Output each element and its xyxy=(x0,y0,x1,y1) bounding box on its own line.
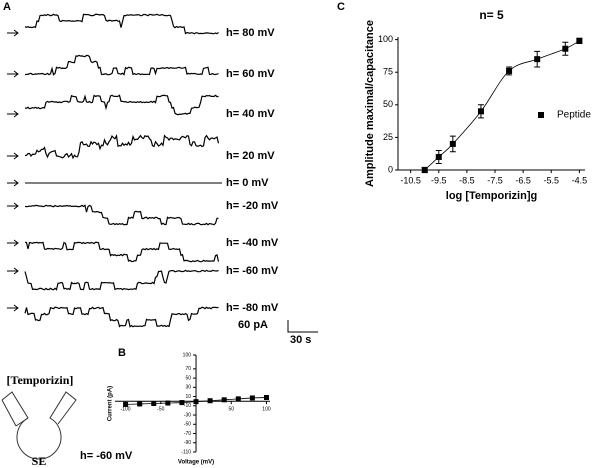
data-point xyxy=(421,167,428,173)
data-point xyxy=(165,400,171,406)
arrow xyxy=(7,267,19,275)
y-tick-label: 30 xyxy=(185,385,191,391)
data-point xyxy=(123,401,129,407)
y-tick-label: 75 xyxy=(383,67,393,77)
panel-label: B xyxy=(118,347,126,359)
y-tick-label: 50 xyxy=(383,99,393,109)
panel-label: C xyxy=(337,1,345,13)
data-point xyxy=(151,401,157,406)
y-tick-label: 0 xyxy=(388,164,393,174)
data-point xyxy=(576,37,583,44)
x-tick-label: -8.5 xyxy=(459,175,475,185)
x-axis-label: log [Temporizin]g xyxy=(446,190,537,202)
arrow xyxy=(7,29,19,37)
data-point xyxy=(263,394,269,400)
current-trace xyxy=(24,241,220,263)
trace-label: h= 40 mV xyxy=(226,108,275,120)
y-tick-label: -50 xyxy=(184,422,191,428)
current-trace xyxy=(24,204,219,226)
x-tick-label: -4.5 xyxy=(572,175,588,185)
data-point xyxy=(235,396,241,402)
trace-label: h= 0 mV xyxy=(226,177,269,189)
data-point xyxy=(221,397,227,403)
x-tick-label: 50 xyxy=(228,407,234,413)
data-point xyxy=(207,398,213,404)
trace-label: h= -40 mV xyxy=(226,237,279,249)
current-trace xyxy=(24,269,219,291)
data-point xyxy=(477,108,484,115)
scale-current: 60 pA xyxy=(238,319,268,331)
fit-line xyxy=(424,40,580,171)
panel-label: A xyxy=(3,1,11,13)
data-point xyxy=(249,395,255,401)
trace-label: h= 20 mV xyxy=(226,150,275,162)
legend-marker xyxy=(538,112,544,118)
data-point xyxy=(506,67,513,74)
trace-label: h= -20 mV xyxy=(226,200,279,212)
data-point xyxy=(193,399,199,405)
y-tick-label: -70 xyxy=(184,431,191,437)
y-tick-label: 100 xyxy=(378,34,393,44)
trace-label: h= -80 mV xyxy=(226,302,279,314)
x-tick-label: -50 xyxy=(157,407,164,413)
cell-outline xyxy=(1,399,29,427)
holding-label: h= -60 mV xyxy=(80,450,133,462)
chart-title: n= 5 xyxy=(479,8,504,22)
y-tick-label: 10 xyxy=(185,394,191,400)
arrow xyxy=(7,110,19,118)
data-point xyxy=(562,45,569,52)
trace-label: h= -60 mV xyxy=(226,265,279,277)
y-tick-label: -10 xyxy=(184,403,191,409)
data-point xyxy=(534,56,541,63)
schematic: [Temporizin] SE h= -60 mV xyxy=(1,373,133,468)
peptide-label: [Temporizin] xyxy=(7,373,74,387)
y-tick-label: 25 xyxy=(383,132,393,142)
arrow xyxy=(7,202,19,210)
cell-outline xyxy=(1,391,77,460)
y-tick-label: -90 xyxy=(184,440,191,446)
current-trace xyxy=(24,94,219,116)
scale-bar xyxy=(287,320,318,333)
data-point xyxy=(137,401,143,407)
x-tick-label: -10.5 xyxy=(400,175,421,185)
current-trace xyxy=(24,134,220,160)
arrow xyxy=(7,239,19,247)
x-tick-label: -9.5 xyxy=(431,175,447,185)
y-tick-label: 100 xyxy=(183,352,192,358)
y-tick-label: -30 xyxy=(184,412,191,418)
scale-time: 30 s xyxy=(290,334,311,346)
y-tick-label: 70 xyxy=(185,366,191,372)
x-tick-label: -100 xyxy=(121,407,131,413)
x-tick-label: -6.5 xyxy=(515,175,531,185)
cell-label: SE xyxy=(32,454,47,468)
arrow xyxy=(7,304,19,312)
x-tick-label: -7.5 xyxy=(487,175,503,185)
arrow xyxy=(7,70,19,78)
current-trace xyxy=(24,306,219,328)
x-tick-label: 100 xyxy=(262,407,271,413)
arrow xyxy=(7,179,19,187)
y-tick-label: 50 xyxy=(185,375,191,381)
arrow xyxy=(7,152,19,160)
data-point xyxy=(179,400,185,406)
x-axis-label: Voltage (mV) xyxy=(178,460,214,466)
current-trace xyxy=(24,13,219,35)
x-tick-label: -5.5 xyxy=(543,175,559,185)
current-trace xyxy=(24,54,219,76)
trace-label: h= 60 mV xyxy=(226,68,275,80)
y-axis-label: Amplitude maximal/capacitance xyxy=(364,20,376,187)
data-point xyxy=(449,140,456,147)
legend-label: Peptide xyxy=(557,110,591,121)
y-tick-label: -110 xyxy=(181,449,191,455)
y-axis-label: Current (pA) xyxy=(108,386,114,421)
data-point xyxy=(435,153,442,160)
trace-label: h= 80 mV xyxy=(226,27,275,39)
